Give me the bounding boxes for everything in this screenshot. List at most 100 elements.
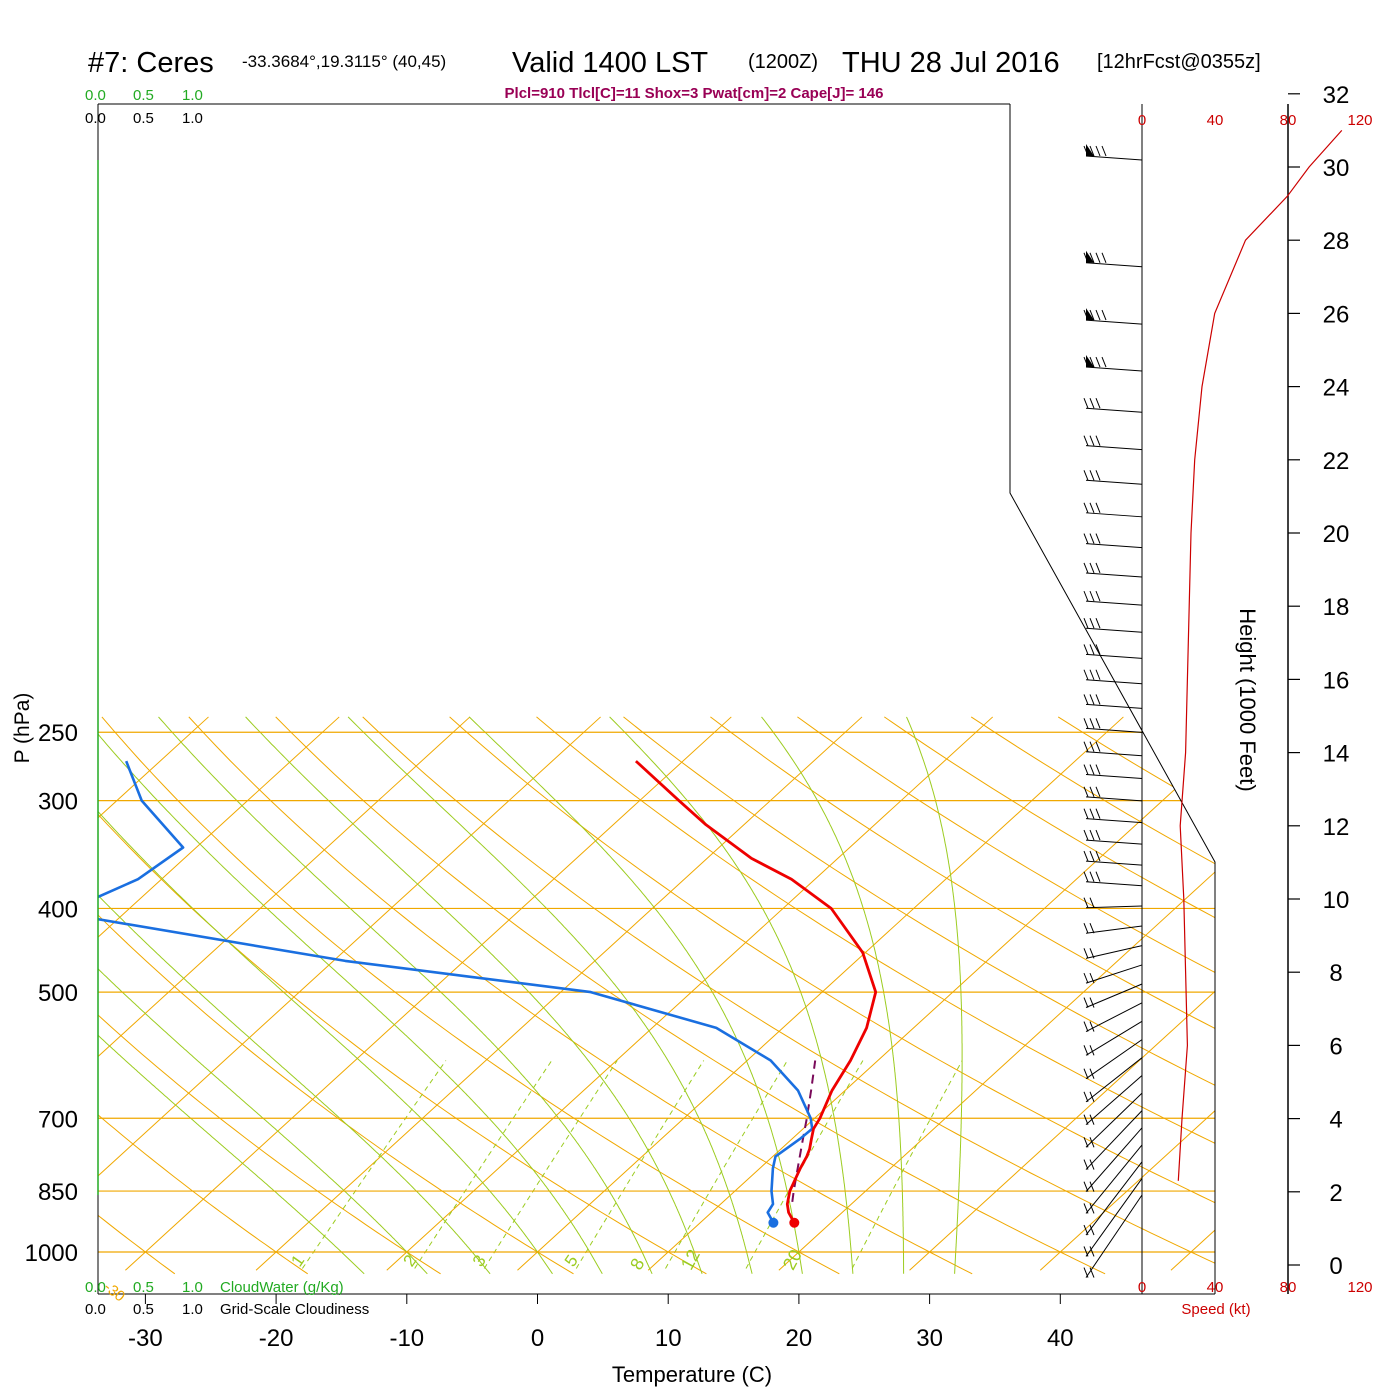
wind-barb-feather [1089,694,1095,705]
wind-barb [1083,829,1143,845]
wind-barb-feather [1095,470,1101,481]
wind-barb-feather [1095,786,1101,798]
zulu-time: (1200Z) [748,51,818,73]
height-tick-label: 30 [1323,155,1350,182]
wind-barb-feather [1083,972,1089,984]
wind-barb-staff [1085,925,1143,934]
wind-barb-feather [1095,644,1101,655]
height-tick-label: 12 [1323,814,1350,841]
moist-adiabat-line [158,716,653,1275]
cloud-top-black-0: 0.0 [85,110,106,127]
height-tick-label: 4 [1329,1107,1342,1134]
wind-barb-feather [1095,502,1101,513]
wind-barb-staff [1085,983,1143,1008]
wind-barb-feather [1089,897,1095,908]
wind-barb-feather [1095,252,1101,263]
isotherm-line [1170,716,1215,1271]
wind-barb-staff [1085,774,1143,780]
wind-barb-staff [1085,319,1143,325]
wind-barb-feather [1089,1203,1095,1214]
cloud-top-black-1: 0.5 [133,110,154,127]
wind-barb [1083,764,1143,780]
height-tick-label: 18 [1323,594,1350,621]
isotherm-line [125,716,732,1271]
dry-adiabat-line [536,716,1215,1275]
wind-barb-feather [1089,1267,1095,1278]
wind-barb [1083,470,1143,485]
wind-barb-staff [1085,627,1143,633]
wind-barb [1083,1144,1143,1214]
wind-barb-staff [1085,445,1143,451]
pressure-tick-label: 850 [38,1179,78,1206]
wind-barb-feather [1083,1021,1089,1032]
wind-barb-feather [1089,644,1095,655]
wind-barb-staff [1085,366,1143,372]
wind-barb-staff [1085,839,1143,845]
wind-barb-staff [1085,1002,1143,1033]
wind-barb [1083,308,1143,325]
wind-barb-feather [1089,356,1095,368]
wind-barb-feather [1095,562,1101,574]
wind-barb-staff [1085,407,1143,413]
cloud-bottom-green-1: 0.5 [133,1279,154,1296]
wind-barb-feather [1089,829,1095,841]
height-tick-label: 6 [1329,1033,1342,1060]
wind-barb-staff [1085,703,1143,709]
wind-barb [1083,1092,1143,1148]
wind-barb-feather [1083,398,1089,409]
wind-barb-staff [1085,1110,1143,1170]
wind-barb [1083,1161,1143,1236]
dry-adiabat-line [449,716,1215,1275]
wind-barb-feather [1083,786,1089,798]
forecast-info: [12hrFcst@0355z] [1097,51,1261,73]
wind-barb-feather [1089,871,1095,882]
wind-barb-feather [1089,948,1095,959]
wind-barb-feather [1083,1203,1089,1214]
speed-bottom-tick-40: 40 [1207,1279,1224,1296]
height-tick-label: 16 [1323,667,1350,694]
isotherm-line [255,716,863,1271]
wind-barb-feather [1083,718,1089,729]
wind-barb-feather [1083,470,1089,481]
dry-adiabat-line [884,716,1215,1275]
wind-speed-profile [1177,130,1343,1181]
wind-barb-feather [1083,741,1089,752]
wind-barb-staff [1085,543,1143,549]
speed-bottom-tick-80: 80 [1280,1279,1297,1296]
wind-barb-feather [1089,1045,1095,1056]
wind-barb-pennant [1086,355,1094,368]
wind-barb-staff [1085,512,1143,518]
wind-barb-staff [1085,945,1143,959]
wind-barb-feather [1089,923,1095,934]
wind-barb [1083,1075,1143,1126]
wind-barb-feather [1089,718,1095,729]
speed-bottom-tick-0: 0 [1138,1279,1146,1296]
wind-barb-feather [1089,1091,1095,1103]
wind-barb-staff [1085,796,1143,802]
isotherm-line [778,716,1215,1271]
wind-barb [1083,1002,1143,1033]
moist-adiabat-line [98,716,365,1275]
mixing-ratio-line [575,1060,705,1269]
wind-barb-feather [1083,502,1089,513]
wind-barb [1083,618,1143,633]
height-tick-label: 2 [1329,1180,1342,1207]
wind-barb [1083,644,1143,659]
wind-barb-feather [1089,741,1095,752]
wind-barb-feather [1083,669,1089,680]
wind-barb [1083,1194,1143,1278]
station-name: #7: Ceres [88,47,214,79]
cloud-bottom-green-2: 1.0 [182,1279,203,1296]
wind-barb [1083,669,1143,685]
wind-barb-feather [1089,470,1095,481]
isotherm-line [517,716,1124,1271]
wind-barb-feather [1083,1137,1089,1148]
wind-barb-feather [1083,1246,1089,1257]
wind-barb-staff [1085,727,1143,733]
mixing-ratio-line [483,1060,618,1269]
wind-barb [1083,871,1143,887]
wind-barb-feather [1095,718,1101,729]
speed-top-tick-80: 80 [1280,112,1297,129]
wind-barb-feather [1083,1091,1089,1103]
